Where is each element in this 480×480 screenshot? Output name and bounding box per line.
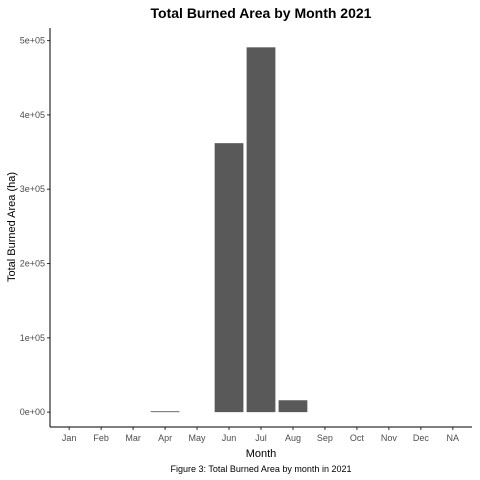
- y-tick-label: 4e+05: [20, 110, 45, 120]
- y-axis-ticks: 0e+00 1e+05 2e+05 3e+05 4e+05 5e+05: [20, 36, 50, 417]
- bar-jul: [246, 47, 276, 413]
- y-tick-label: 0e+00: [20, 407, 45, 417]
- x-axis-ticks: Jan Feb Mar Apr May Jun Jul Aug Sep Oct Nov Dec NA: [62, 427, 459, 443]
- x-tick-label: Jun: [222, 433, 237, 443]
- x-tick-label: Sep: [317, 433, 333, 443]
- x-tick-label: Feb: [93, 433, 109, 443]
- bars-group: [150, 47, 308, 413]
- bar-aug: [278, 400, 308, 413]
- figure-caption: Figure 3: Total Burned Area by month in …: [171, 464, 352, 474]
- x-tick-label: Nov: [381, 433, 398, 443]
- x-tick-label: Mar: [125, 433, 141, 443]
- x-tick-label: Apr: [158, 433, 172, 443]
- x-tick-label: NA: [447, 433, 460, 443]
- y-tick-label: 1e+05: [20, 333, 45, 343]
- bar-apr: [150, 411, 180, 413]
- x-axis-title: Month: [246, 448, 277, 460]
- x-tick-label: Aug: [285, 433, 301, 443]
- y-tick-label: 2e+05: [20, 259, 45, 269]
- y-tick-label: 3e+05: [20, 184, 45, 194]
- x-tick-label: Oct: [350, 433, 365, 443]
- x-tick-label: May: [189, 433, 207, 443]
- chart-title: Total Burned Area by Month 2021: [151, 5, 372, 21]
- bar-jun: [214, 143, 244, 413]
- x-tick-label: Jan: [62, 433, 77, 443]
- x-tick-label: Dec: [413, 433, 430, 443]
- y-axis-title: Total Burned Area (ha): [6, 172, 18, 282]
- y-tick-label: 5e+05: [20, 36, 45, 46]
- x-tick-label: Jul: [255, 433, 267, 443]
